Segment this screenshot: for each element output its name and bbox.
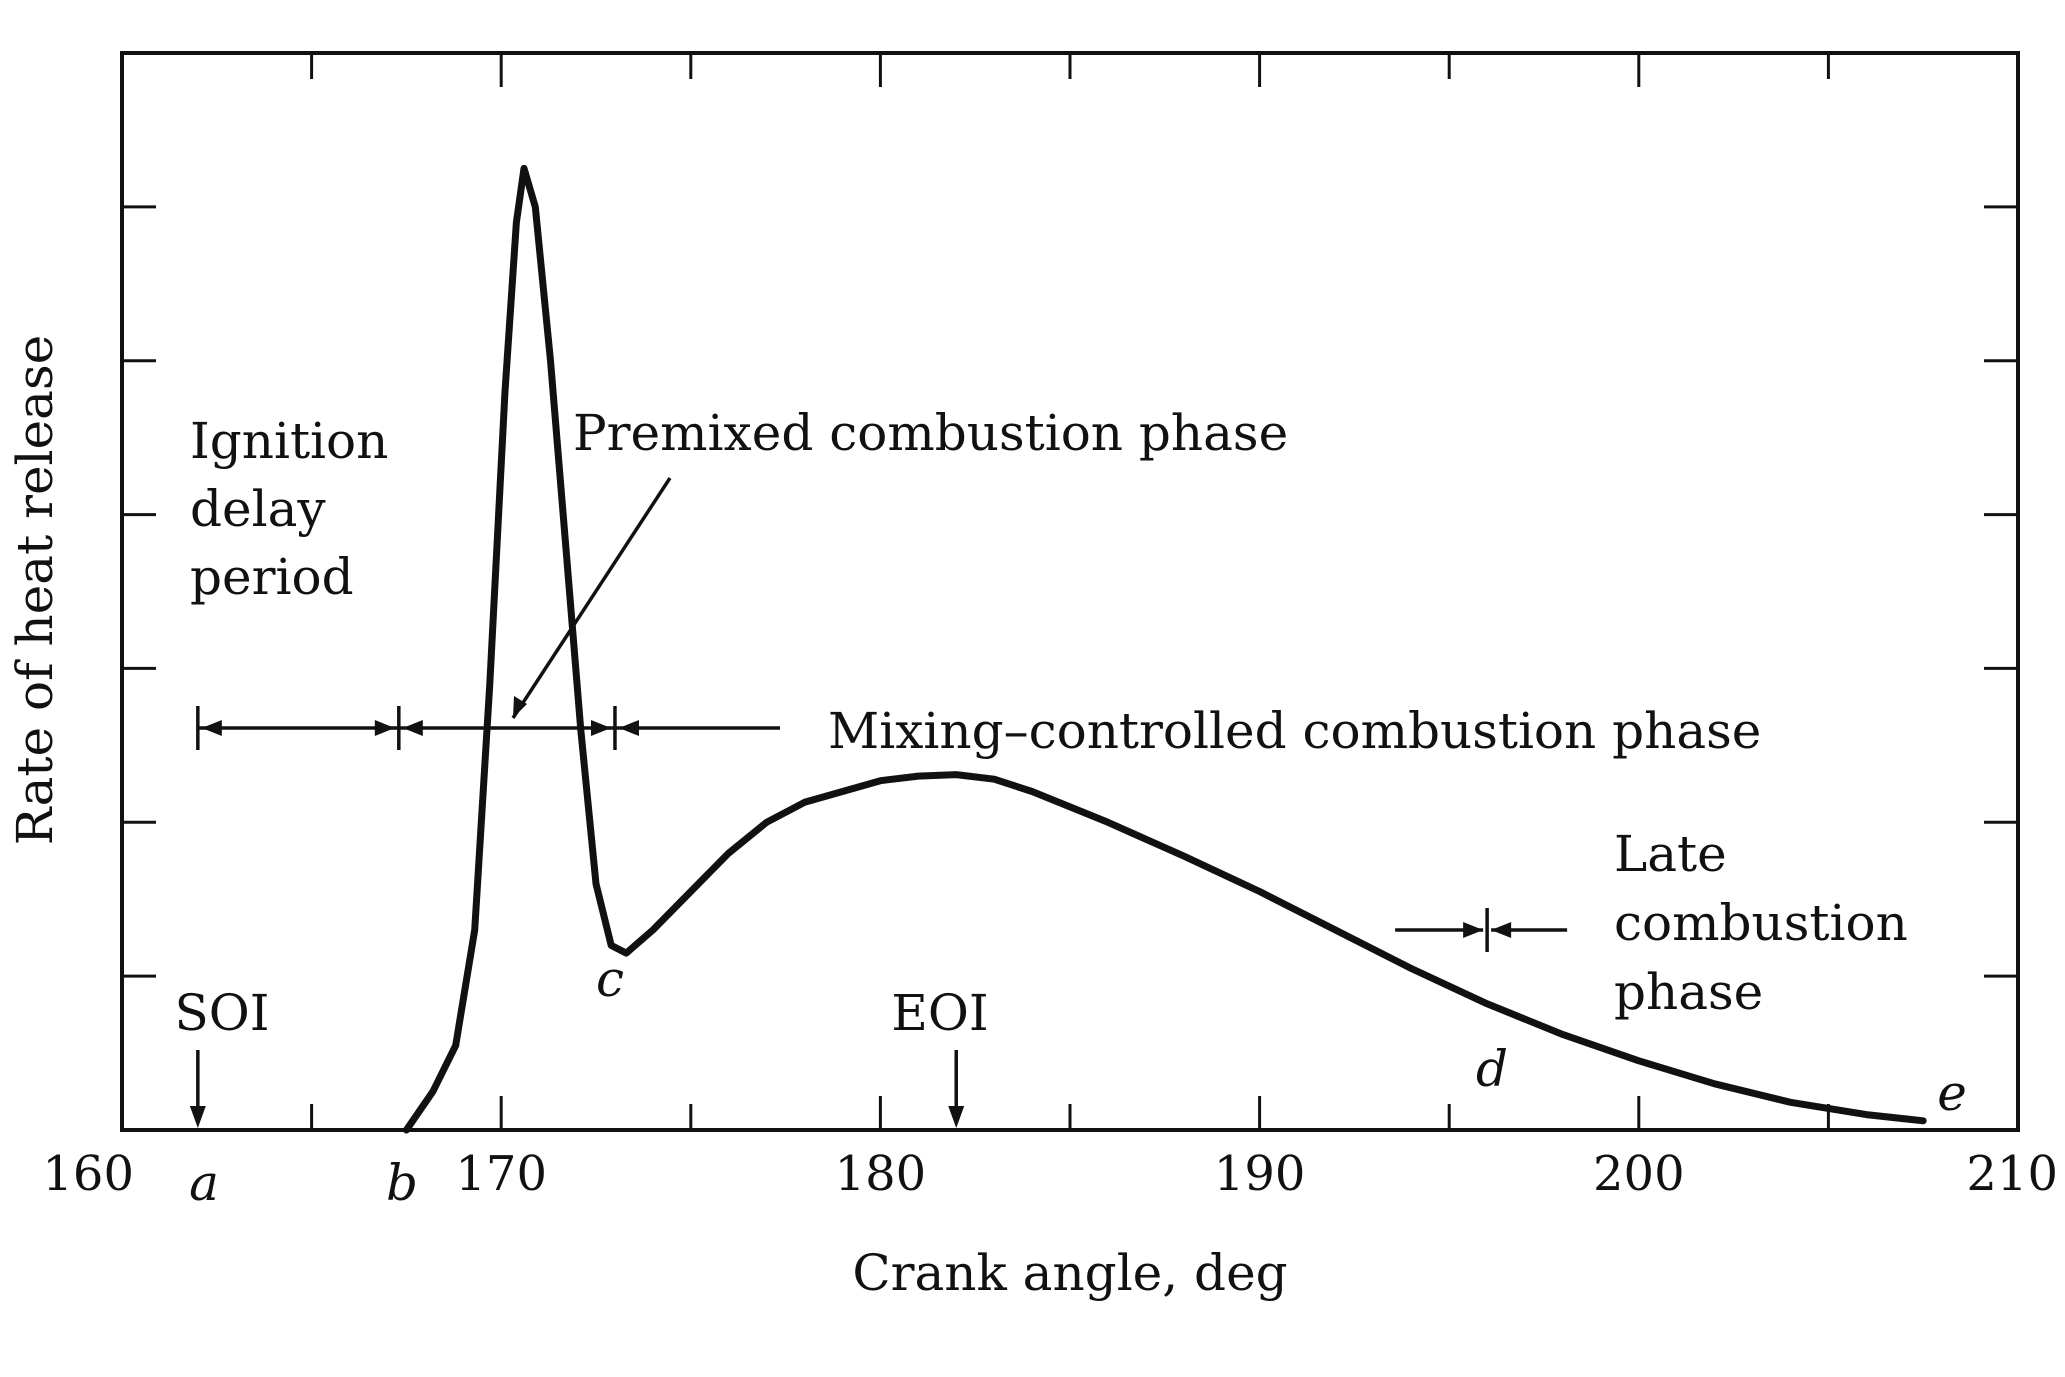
y-axis-label: Rate of heat release bbox=[6, 335, 64, 845]
tick-marks bbox=[122, 53, 2018, 1130]
x-tick-label: 200 bbox=[1593, 1146, 1685, 1202]
ignition-label-line3: period bbox=[190, 548, 354, 606]
point-letter-d: d bbox=[1476, 1040, 1508, 1098]
x-tick-label: 210 bbox=[1966, 1146, 2058, 1202]
ignition-arrowhead-left bbox=[201, 720, 222, 736]
ignition-label-line2: delay bbox=[190, 480, 326, 538]
premixed-label: Premixed combustion phase bbox=[573, 404, 1288, 462]
late-label-line3: phase bbox=[1614, 963, 1763, 1021]
heat-release-curve bbox=[402, 164, 1927, 1134]
late-label-line2: combustion bbox=[1614, 894, 1908, 952]
eoi-label: EOI bbox=[891, 984, 988, 1042]
phase-arrows bbox=[196, 706, 1568, 952]
point-letter-e: e bbox=[1937, 1064, 1967, 1122]
ignition-label-line1: Ignition bbox=[190, 412, 388, 470]
point-letter-a: a bbox=[189, 1154, 219, 1212]
marker-arrowhead bbox=[189, 1106, 206, 1128]
ignition-arrowhead-right bbox=[374, 720, 395, 736]
premixed-arrowhead-left bbox=[402, 720, 423, 736]
x-tick-label: 180 bbox=[835, 1146, 927, 1202]
soi-label: SOI bbox=[175, 984, 270, 1042]
late-arrowhead-left bbox=[1491, 922, 1512, 938]
mixing-arrowhead-left bbox=[618, 720, 639, 736]
x-axis-label: Crank angle, deg bbox=[852, 1244, 1287, 1302]
premixed-arrowhead bbox=[513, 696, 527, 718]
marker-arrowhead bbox=[948, 1106, 965, 1128]
x-tick-labels: 160 170 180 190 200 210 bbox=[42, 1146, 2058, 1202]
point-letter-b: b bbox=[386, 1154, 418, 1212]
late-label-line1: Late bbox=[1614, 825, 1727, 883]
late-arrowhead-right bbox=[1463, 922, 1484, 938]
premixed-leader-line bbox=[511, 477, 672, 719]
x-tick-label: 170 bbox=[455, 1146, 547, 1202]
mixing-label: Mixing–controlled combustion phase bbox=[828, 702, 1761, 760]
point-letter-c: c bbox=[596, 950, 624, 1008]
x-tick-label: 160 bbox=[42, 1146, 134, 1202]
premixed-arrowhead-right bbox=[590, 720, 611, 736]
x-tick-label: 190 bbox=[1214, 1146, 1306, 1202]
marker-arrows bbox=[189, 1050, 965, 1128]
